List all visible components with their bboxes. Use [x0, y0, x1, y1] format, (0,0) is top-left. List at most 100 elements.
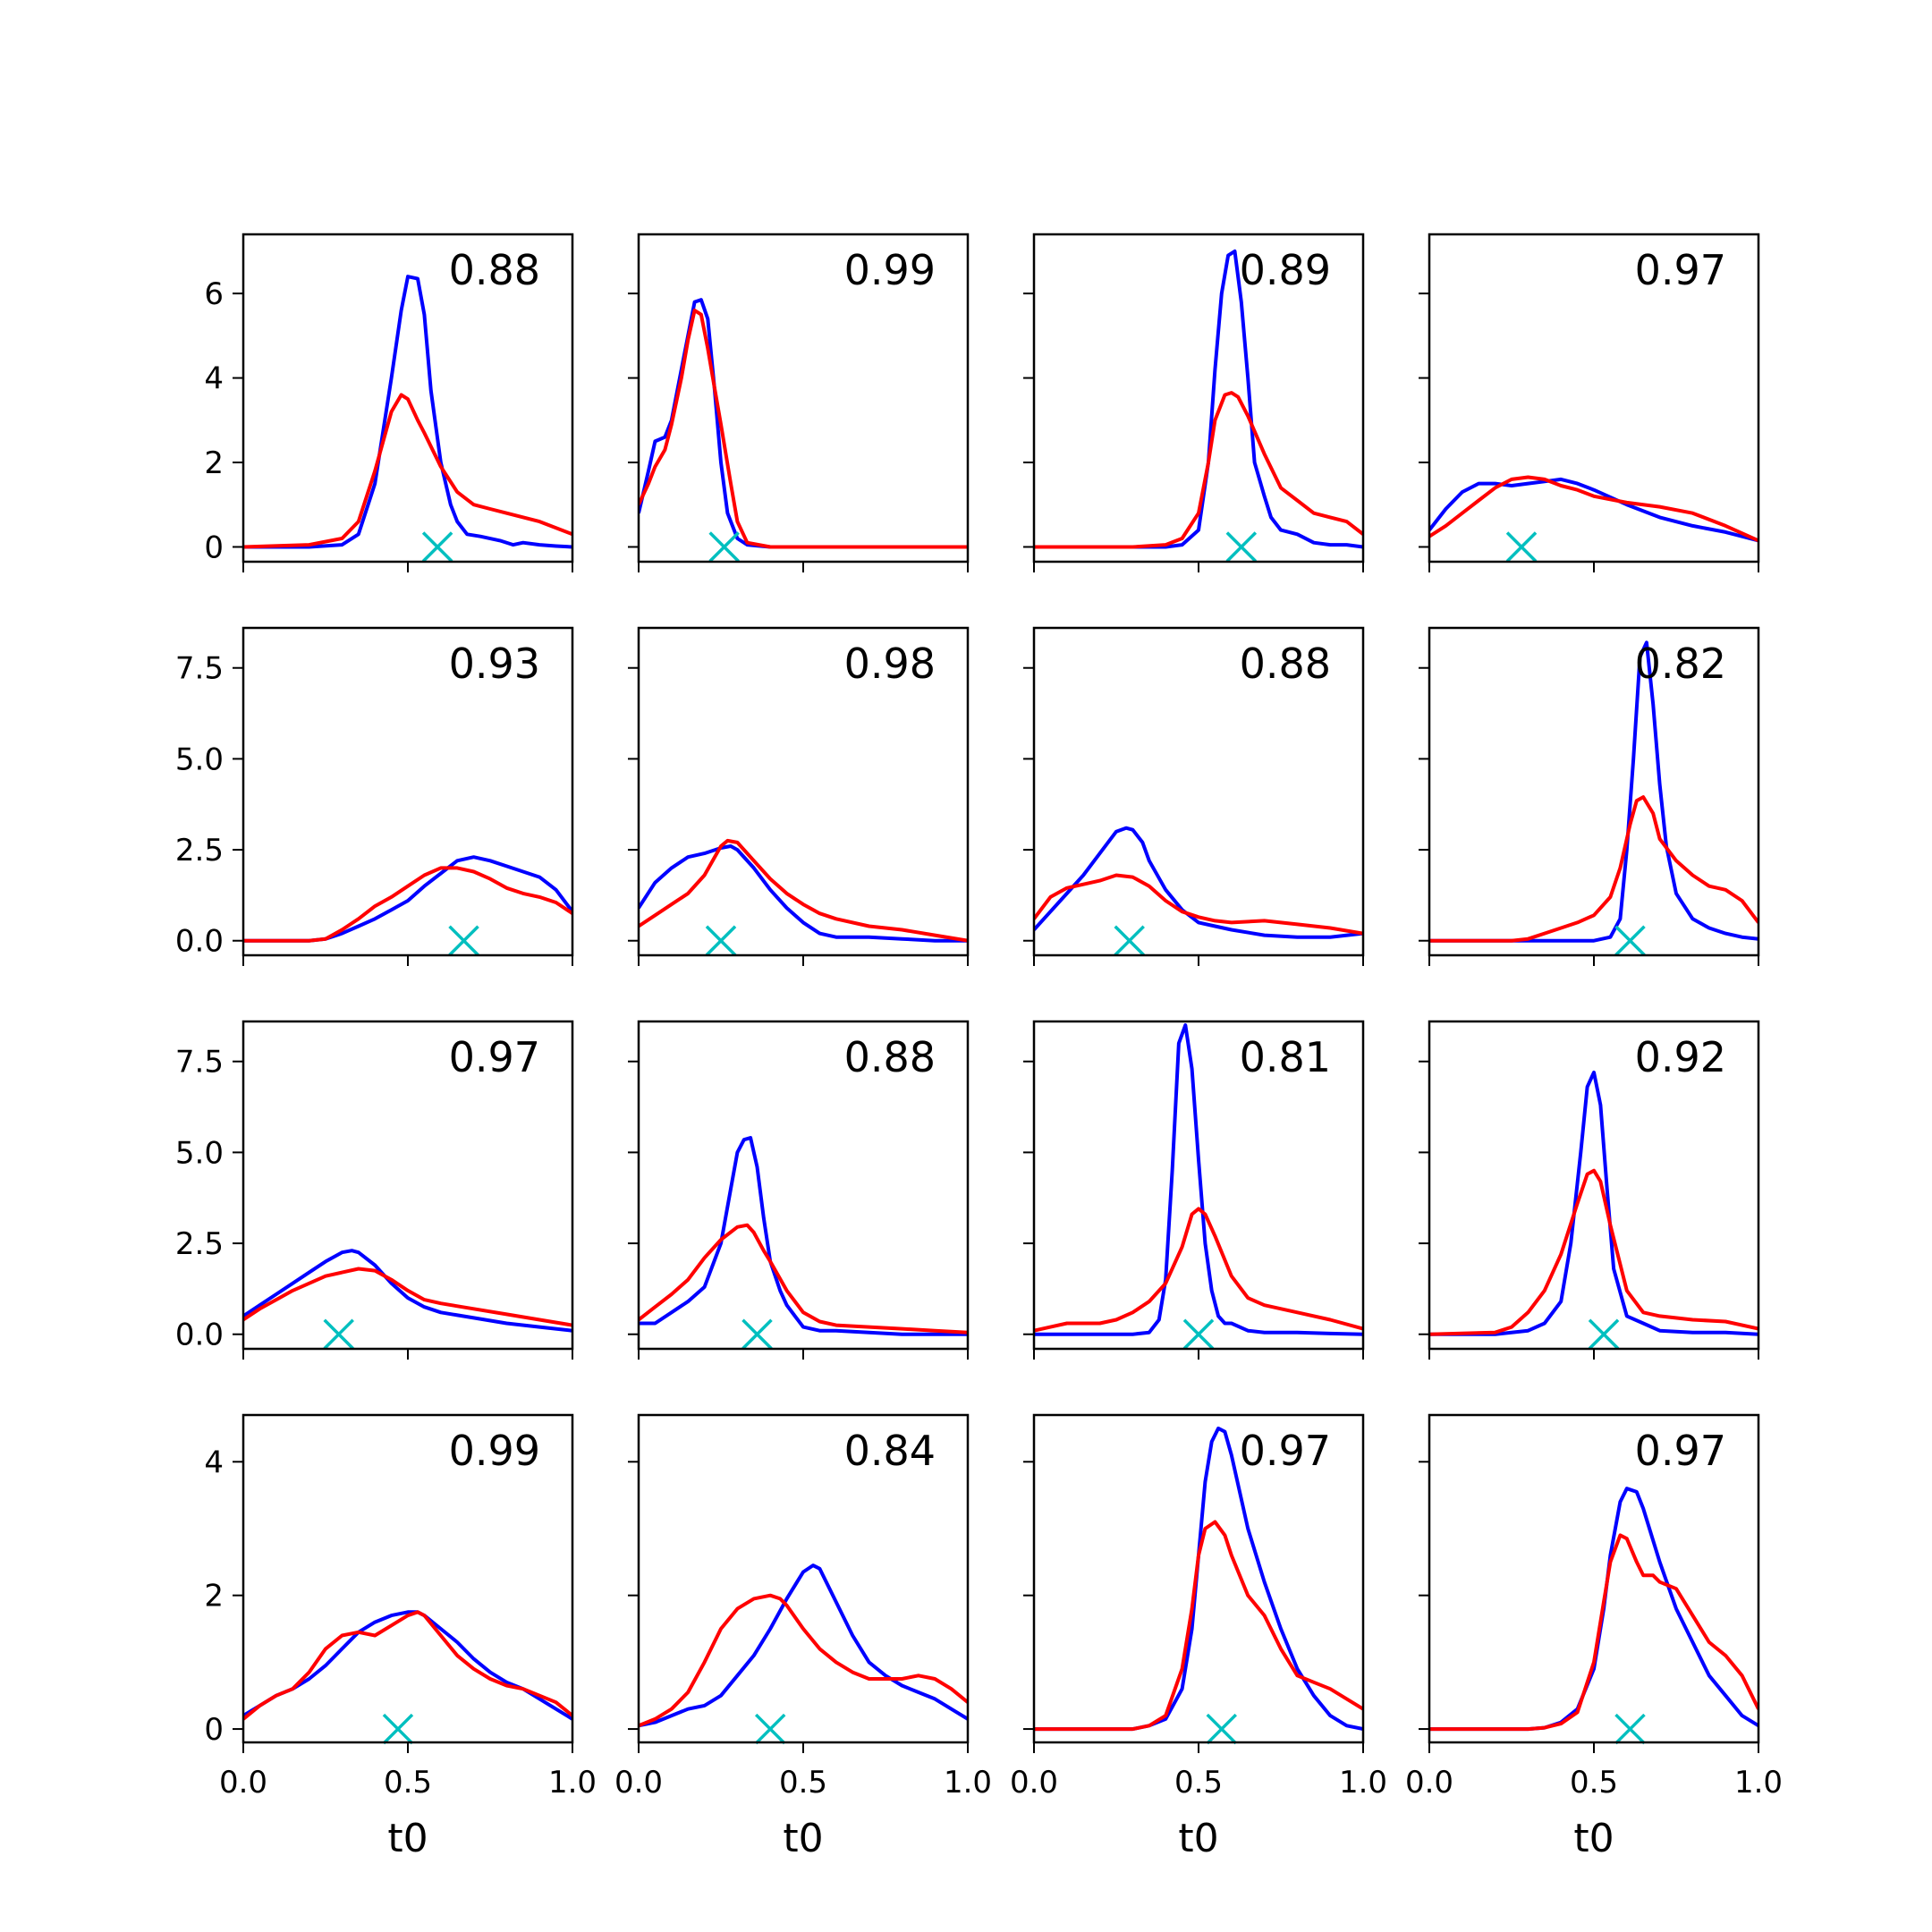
panel-annotation: 0.97 — [449, 1033, 540, 1081]
y-tick-label: 4 — [204, 1445, 224, 1480]
subplot-3-2: 0.0 0.5 1.0 t0 0.97 — [1010, 1413, 1387, 1861]
y-tick-label: 0.0 — [175, 924, 224, 960]
series-blue-line — [1034, 249, 1363, 549]
true-value-marker — [421, 531, 453, 563]
panel-annotation: 0.99 — [844, 246, 936, 294]
marker-stroke — [1225, 531, 1258, 563]
true-value-marker — [1206, 1713, 1237, 1745]
panel-annotation: 0.81 — [1240, 1033, 1331, 1081]
subplot-3-3: 0.0 0.5 1.0 t0 0.97 — [1405, 1413, 1783, 1861]
marker-stroke — [754, 1713, 786, 1745]
marker-stroke — [705, 925, 737, 956]
series-blue-line — [243, 855, 572, 943]
series-red-line — [639, 838, 968, 943]
subplot-2-1: 0.88 — [628, 1020, 970, 1360]
true-value-marker — [382, 1713, 414, 1745]
y-tick-label: 0 — [204, 1712, 224, 1748]
series-red-line — [243, 1267, 572, 1327]
y-tick-label: 2 — [204, 1579, 224, 1614]
true-value-marker — [741, 1318, 773, 1350]
series-red-line — [1034, 1520, 1363, 1732]
panel-annotation: 0.88 — [844, 1033, 936, 1081]
x-axis-label: t0 — [1178, 1816, 1218, 1861]
subplot-0-2: 0.89 — [1023, 233, 1365, 572]
y-tick-label: 2 — [204, 445, 224, 481]
panel-annotation: 0.92 — [1635, 1033, 1726, 1081]
true-value-marker — [708, 531, 740, 563]
x-tick-label: 1.0 — [944, 1765, 992, 1801]
x-tick-label: 0.0 — [614, 1765, 663, 1801]
y-tick-label: 4 — [204, 361, 224, 397]
x-axis-label: t0 — [387, 1816, 428, 1861]
marker-stroke — [1206, 1713, 1237, 1745]
panel-annotation: 0.88 — [1240, 640, 1331, 688]
panel-annotation: 0.89 — [1240, 246, 1331, 294]
series-red-line — [243, 1610, 572, 1721]
subplot-1-3: 0.82 — [1419, 626, 1760, 966]
true-value-marker — [1588, 1318, 1620, 1350]
true-value-marker — [1225, 531, 1258, 563]
panel-annotation: 0.82 — [1635, 640, 1726, 688]
series-blue-line — [243, 1249, 572, 1333]
x-axis-label: t0 — [783, 1816, 823, 1861]
true-value-marker — [1182, 1318, 1215, 1350]
series-red-line — [243, 866, 572, 943]
series-blue-line — [639, 1563, 968, 1728]
panel-annotation: 0.99 — [449, 1427, 540, 1475]
x-tick-label: 0.0 — [1010, 1765, 1058, 1801]
series-red-line — [1429, 1168, 1758, 1336]
series-blue-line — [639, 844, 968, 943]
subplot-0-0: 0 2 4 6 0.88 — [204, 233, 574, 572]
series-red-line — [639, 1223, 968, 1335]
marker-stroke — [1114, 925, 1145, 956]
series-red-line — [243, 393, 572, 549]
series-blue-line — [1429, 640, 1758, 943]
series-blue-line — [1034, 1426, 1363, 1732]
y-tick-label: 7.5 — [175, 1045, 224, 1080]
series-blue-line — [1034, 826, 1363, 939]
subplot-2-3: 0.92 — [1419, 1020, 1760, 1360]
panel-annotation: 0.93 — [449, 640, 540, 688]
panel-annotation: 0.88 — [449, 246, 540, 294]
marker-stroke — [1182, 1318, 1215, 1350]
y-tick-label: 0.0 — [175, 1318, 224, 1353]
subplot-1-2: 0.88 — [1023, 626, 1365, 966]
y-tick-label: 5.0 — [175, 741, 224, 777]
y-tick-label: 0 — [204, 530, 224, 565]
marker-stroke — [323, 1318, 354, 1350]
y-tick-label: 2.5 — [175, 1226, 224, 1262]
true-value-marker — [1614, 1713, 1646, 1745]
marker-stroke — [382, 1713, 414, 1745]
marker-stroke — [1614, 1713, 1646, 1745]
marker-stroke — [1614, 925, 1646, 956]
marker-stroke — [708, 531, 740, 563]
true-value-marker — [448, 925, 479, 956]
x-axis-label: t0 — [1573, 1816, 1614, 1861]
x-tick-label: 1.0 — [548, 1765, 597, 1801]
true-value-marker — [754, 1713, 786, 1745]
subplot-2-2: 0.81 — [1023, 1020, 1365, 1360]
x-tick-label: 0.5 — [384, 1765, 432, 1801]
subplot-1-0: 0.0 2.5 5.0 7.5 0.93 — [175, 626, 574, 966]
y-tick-label: 2.5 — [175, 833, 224, 869]
series-red-line — [1034, 391, 1363, 549]
subplot-0-1: 0.99 — [628, 233, 970, 572]
panel-annotation: 0.98 — [844, 640, 936, 688]
subplot-grid: 0 2 4 6 0.88 0.99 0.89 0.97 0.0 2.5 5.0 7.5 0.93 0.98… — [175, 233, 1783, 1861]
series-blue-line — [639, 1136, 968, 1336]
x-tick-label: 0.0 — [219, 1765, 267, 1801]
panel-annotation: 0.97 — [1635, 246, 1726, 294]
true-value-marker — [705, 925, 737, 956]
marker-stroke — [448, 925, 479, 956]
x-tick-label: 0.0 — [1405, 1765, 1453, 1801]
y-tick-label: 7.5 — [175, 651, 224, 687]
subplot-3-1: 0.0 0.5 1.0 t0 0.84 — [614, 1413, 992, 1861]
true-value-marker — [323, 1318, 354, 1350]
x-tick-label: 1.0 — [1734, 1765, 1783, 1801]
true-value-marker — [1614, 925, 1646, 956]
series-blue-line — [1034, 1023, 1363, 1336]
series-blue-line — [1429, 1070, 1758, 1336]
series-red-line — [1429, 1533, 1758, 1732]
